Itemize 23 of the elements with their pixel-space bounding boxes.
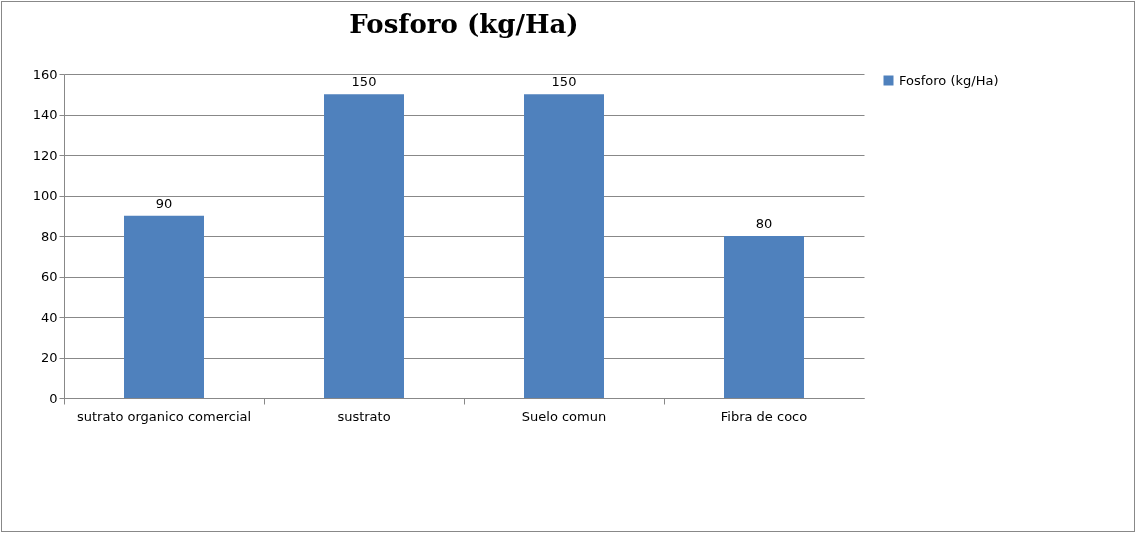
y-tick-label: 80 bbox=[40, 228, 58, 244]
y-tick-label: 20 bbox=[40, 350, 58, 365]
x-tick-label: sutrato organico comercial bbox=[76, 408, 252, 424]
y-tick-label: 120 bbox=[32, 147, 58, 163]
data-label: 150 bbox=[551, 74, 577, 90]
bar bbox=[124, 215, 204, 398]
x-tick-label: Suelo comun bbox=[521, 408, 607, 424]
y-tick-label: 60 bbox=[40, 269, 58, 284]
y-tick-label: 100 bbox=[32, 188, 58, 203]
x-tick-label: Fibra de coco bbox=[720, 408, 808, 424]
bar bbox=[324, 94, 404, 398]
bar bbox=[724, 236, 804, 398]
x-tick-label: sustrato bbox=[337, 408, 391, 424]
data-label: 90 bbox=[155, 195, 173, 211]
y-tick-label: 160 bbox=[32, 66, 58, 82]
data-label: 80 bbox=[755, 216, 773, 231]
y-tick-label: 40 bbox=[40, 309, 58, 325]
y-tick-label: 0 bbox=[49, 390, 58, 406]
bar bbox=[524, 94, 604, 398]
y-tick-label: 140 bbox=[32, 107, 58, 122]
chart-title: Fosforo (kg/Ha) bbox=[349, 9, 579, 39]
data-label: 150 bbox=[351, 74, 377, 90]
legend-label: Fosforo (kg/Ha) bbox=[899, 72, 999, 88]
